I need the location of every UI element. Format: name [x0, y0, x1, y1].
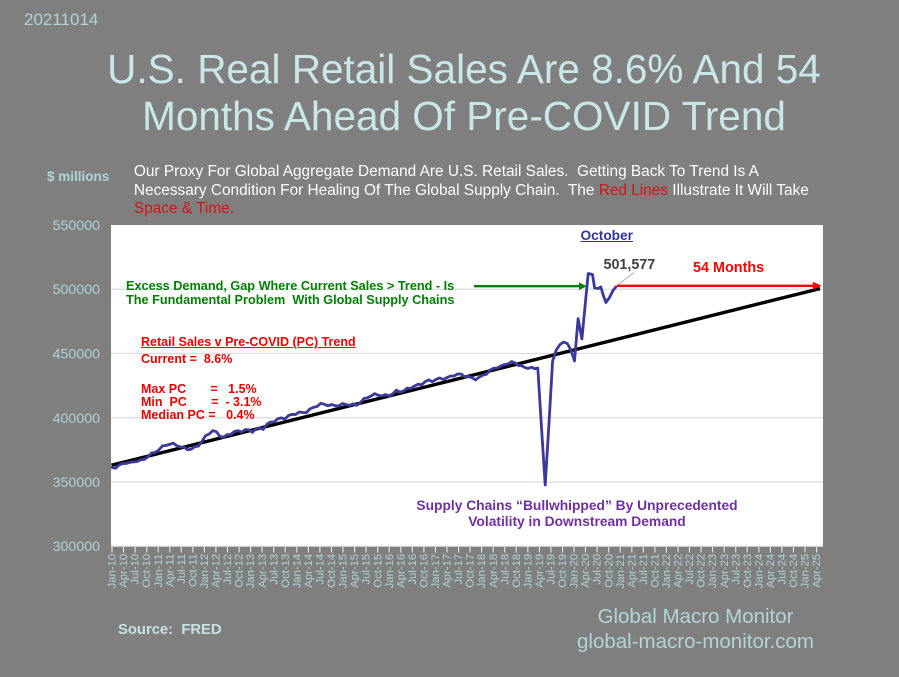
- svg-text:Jan-18: Jan-18: [476, 554, 488, 589]
- svg-text:Apr-25: Apr-25: [811, 554, 823, 588]
- svg-text:Jan-14: Jan-14: [291, 554, 303, 589]
- svg-text:Apr-20: Apr-20: [580, 554, 592, 588]
- svg-text:Jan-23: Jan-23: [707, 554, 719, 589]
- svg-text:Apr-18: Apr-18: [488, 554, 500, 588]
- svg-text:Jan-21: Jan-21: [615, 554, 627, 589]
- svg-text:Jan-11: Jan-11: [153, 554, 165, 588]
- svg-text:Oct-19: Oct-19: [557, 554, 569, 588]
- svg-text:Oct-14: Oct-14: [326, 554, 338, 588]
- svg-text:Apr-22: Apr-22: [673, 554, 685, 588]
- svg-text:400000: 400000: [53, 411, 100, 427]
- svg-text:Apr-23: Apr-23: [719, 554, 731, 588]
- svg-text:Jul-11: Jul-11: [176, 554, 188, 584]
- svg-text:Oct-18: Oct-18: [511, 554, 523, 588]
- svg-text:Jul-22: Jul-22: [684, 554, 696, 585]
- svg-text:Jan-16: Jan-16: [384, 554, 396, 589]
- svg-text:450000: 450000: [53, 347, 100, 363]
- svg-text:Oct-16: Oct-16: [419, 554, 431, 588]
- svg-text:Jul-21: Jul-21: [638, 554, 650, 585]
- svg-text:Apr-10: Apr-10: [118, 554, 130, 588]
- svg-text:Apr-17: Apr-17: [442, 554, 454, 588]
- svg-text:Oct-17: Oct-17: [465, 554, 477, 588]
- svg-text:Apr-19: Apr-19: [534, 554, 546, 588]
- svg-text:Jul-13: Jul-13: [268, 554, 280, 585]
- svg-text:Apr-13: Apr-13: [257, 554, 269, 588]
- svg-text:Jan-24: Jan-24: [753, 554, 765, 589]
- svg-text:Jul-20: Jul-20: [592, 554, 604, 585]
- svg-text:Oct-11: Oct-11: [188, 554, 200, 587]
- svg-text:Oct-13: Oct-13: [280, 554, 292, 588]
- svg-text:Jan-15: Jan-15: [338, 554, 350, 589]
- svg-text:Oct-12: Oct-12: [234, 554, 246, 588]
- svg-text:Jul-14: Jul-14: [315, 554, 327, 585]
- svg-text:550000: 550000: [53, 218, 100, 234]
- svg-text:Jul-24: Jul-24: [777, 554, 789, 585]
- svg-text:Oct-15: Oct-15: [372, 554, 384, 588]
- svg-text:Apr-21: Apr-21: [626, 554, 638, 588]
- svg-text:Jul-15: Jul-15: [361, 554, 373, 585]
- svg-text:Jan-17: Jan-17: [430, 554, 442, 589]
- svg-text:Oct-23: Oct-23: [742, 554, 754, 588]
- svg-text:Jan-25: Jan-25: [800, 554, 812, 589]
- svg-text:Jul-17: Jul-17: [453, 554, 465, 585]
- svg-text:Oct-20: Oct-20: [603, 554, 615, 588]
- svg-text:Jul-23: Jul-23: [730, 554, 742, 585]
- svg-text:350000: 350000: [53, 475, 100, 491]
- svg-text:Apr-12: Apr-12: [211, 554, 223, 588]
- svg-text:Jul-16: Jul-16: [407, 554, 419, 585]
- svg-text:Jan-22: Jan-22: [661, 554, 673, 589]
- svg-text:Jul-18: Jul-18: [499, 554, 511, 585]
- svg-text:Jan-19: Jan-19: [522, 554, 534, 589]
- svg-text:Jan-10: Jan-10: [107, 554, 119, 589]
- svg-text:Jan-20: Jan-20: [569, 554, 581, 589]
- svg-text:Jan-12: Jan-12: [199, 554, 211, 589]
- svg-text:Apr-15: Apr-15: [349, 554, 361, 588]
- svg-text:Jul-12: Jul-12: [222, 554, 234, 585]
- svg-text:Jul-19: Jul-19: [546, 554, 558, 585]
- svg-text:Apr-11: Apr-11: [164, 554, 176, 587]
- svg-text:Oct-21: Oct-21: [650, 554, 662, 588]
- svg-text:Oct-10: Oct-10: [141, 554, 153, 588]
- svg-text:Apr-14: Apr-14: [303, 554, 315, 588]
- svg-text:Apr-16: Apr-16: [395, 554, 407, 588]
- svg-text:Oct-24: Oct-24: [788, 554, 800, 588]
- svg-text:Jan-13: Jan-13: [245, 554, 257, 589]
- svg-text:300000: 300000: [53, 539, 100, 555]
- svg-text:Oct-22: Oct-22: [696, 554, 708, 588]
- svg-text:500000: 500000: [53, 282, 100, 298]
- svg-text:Jul-10: Jul-10: [130, 554, 142, 585]
- svg-text:Apr-24: Apr-24: [765, 554, 777, 588]
